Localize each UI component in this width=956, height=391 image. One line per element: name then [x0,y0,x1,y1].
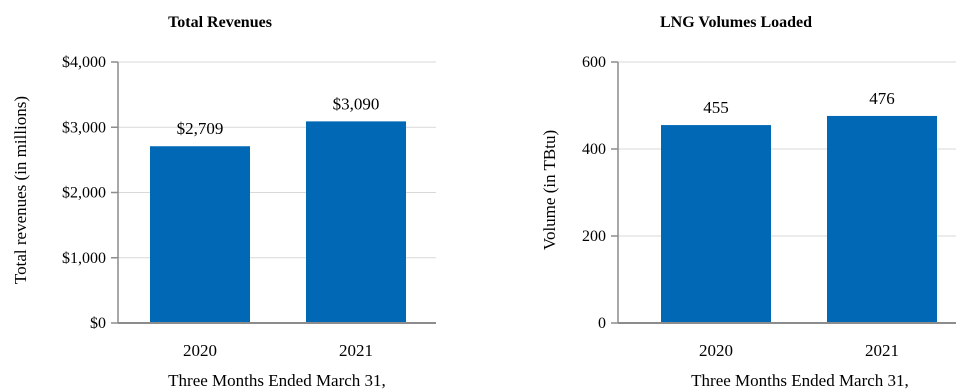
x-tick-label: 2020 [183,341,217,360]
y-ticks: 0 200 400 600 [582,54,618,332]
y-tick-label: $2,000 [62,185,106,202]
y-axis-label: Volume (in TBtu) [540,130,559,250]
bar-value-label: 455 [703,98,729,117]
total-revenues-chart: Total Revenues Total revenues (in millio… [11,14,436,390]
bars: 455 476 [661,89,937,323]
x-tick-label: 2020 [699,341,733,360]
lng-volumes-chart: LNG Volumes Loaded Volume (in TBtu) Thre… [540,14,956,390]
y-ticks: $0 $1,000 $2,000 $3,000 $4,000 [62,54,118,332]
y-tick-label: $1,000 [62,250,106,267]
bar-2020 [661,125,771,323]
y-tick-label: $3,000 [62,119,106,136]
x-ticks: 2020 2021 [183,341,373,360]
chart-title: LNG Volumes Loaded [660,14,812,31]
x-tick-label: 2021 [339,341,373,360]
bar-2020 [150,146,250,323]
x-axis-label: Three Months Ended March 31, [168,371,386,390]
y-tick-label: 400 [582,141,606,158]
y-tick-label: 0 [598,315,606,332]
bar-2021 [306,121,406,323]
y-tick-label: $0 [90,315,106,332]
bar-value-label: $2,709 [177,119,224,138]
bar-value-label: $3,090 [333,94,380,113]
chart-title: Total Revenues [168,14,272,31]
x-tick-label: 2021 [865,341,899,360]
x-ticks: 2020 2021 [699,341,899,360]
bar-value-label: 476 [869,89,895,108]
y-tick-label: 200 [582,228,606,245]
bar-2021 [827,116,937,323]
y-tick-label: $4,000 [62,54,106,71]
y-axis-label: Total revenues (in millions) [11,96,30,284]
bars: $2,709 $3,090 [150,94,406,323]
x-axis-label: Three Months Ended March 31, [691,371,909,390]
y-tick-label: 600 [582,54,606,71]
